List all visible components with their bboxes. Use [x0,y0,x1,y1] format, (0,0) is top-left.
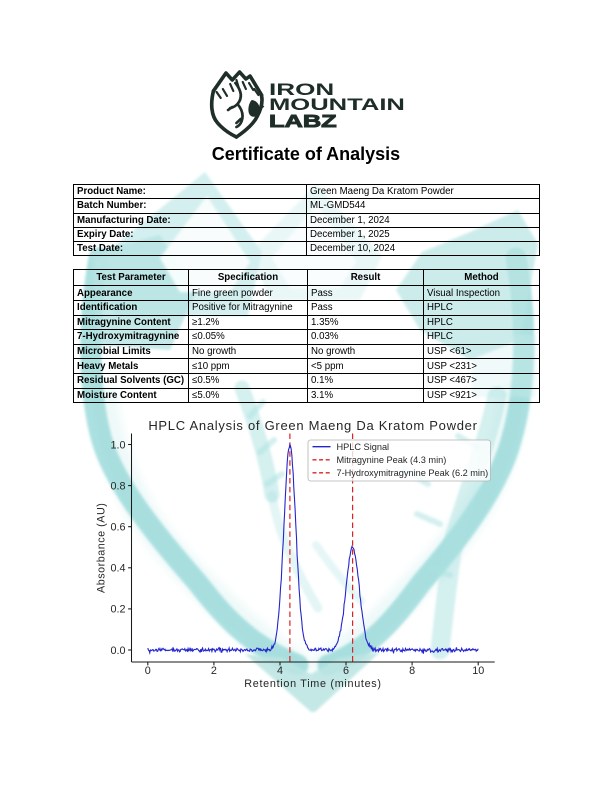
svg-text:8: 8 [409,665,415,677]
svg-text:Retention Time (minutes): Retention Time (minutes) [244,678,381,690]
svg-text:4: 4 [277,665,283,677]
svg-text:0.0: 0.0 [110,645,125,657]
svg-text:10: 10 [472,665,484,677]
svg-text:HPLC Signal: HPLC Signal [337,442,390,452]
svg-text:2: 2 [211,665,217,677]
svg-text:Mitragynine Peak (4.3 min): Mitragynine Peak (4.3 min) [337,455,447,465]
svg-text:0: 0 [145,665,151,677]
svg-text:1.0: 1.0 [110,439,125,451]
svg-text:0.8: 0.8 [110,480,125,492]
svg-text:7-Hydroxymitragynine Peak (6.2: 7-Hydroxymitragynine Peak (6.2 min) [337,468,489,478]
svg-text:0.4: 0.4 [110,563,125,575]
svg-text:0.2: 0.2 [110,604,125,616]
svg-text:HPLC Analysis of Green Maeng D: HPLC Analysis of Green Maeng Da Kratom P… [148,418,477,433]
svg-text:6: 6 [343,665,349,677]
svg-text:0.6: 0.6 [110,522,125,534]
svg-text:Absorbance (AU): Absorbance (AU) [96,503,108,593]
